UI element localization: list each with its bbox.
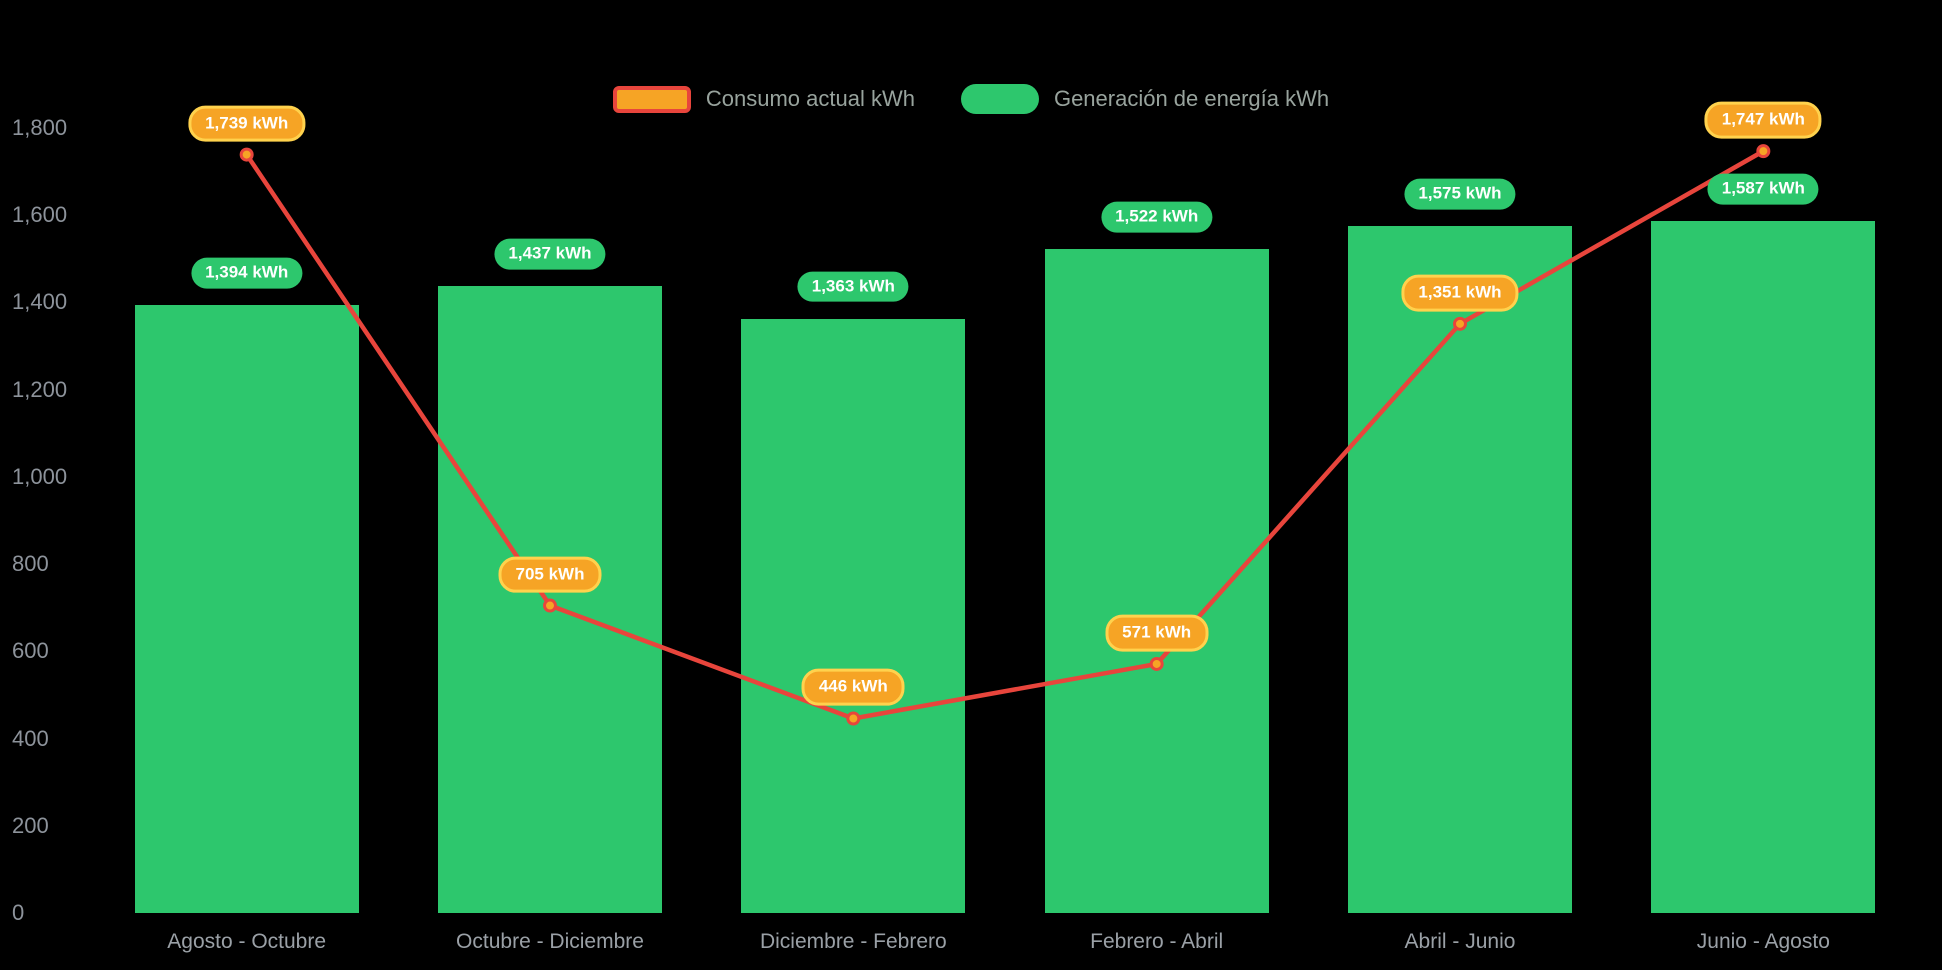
x-axis-category-label: Agosto - Octubre [167,930,327,953]
generation-value-label: 1,363 kWh [797,271,909,302]
consumption-line [244,148,1766,721]
y-axis-tick-label: 800 [12,551,49,577]
generation-value-label: 1,522 kWh [1101,201,1213,233]
y-axis-tick-label: 400 [12,725,49,751]
generation-legend-swatch-icon [960,84,1039,114]
legend-label: Generación de energía kWh [1053,86,1330,111]
y-axis-tick-label: 1,600 [12,202,68,228]
generation-bar [741,318,966,913]
legend-label: Consumo actual kWh [705,86,915,111]
consumption-point-marker [239,147,254,162]
consumption-value-label: 571 kWh [1105,614,1209,652]
consumption-value-label: 1,351 kWh [1401,274,1519,312]
generation-bar [1348,226,1572,913]
generation-bar [1651,220,1876,913]
consumption-point-marker [846,711,861,726]
x-axis-category-label: Febrero - Abril [1090,930,1224,953]
y-axis-tick-label: 600 [12,638,49,664]
consumption-point-marker [1453,316,1467,331]
y-axis-tick-label: 1,000 [12,463,68,489]
legend-item-generation[interactable]: Generación de energía kWh [960,84,1330,114]
consumption-value-label: 1,747 kWh [1704,101,1822,139]
y-axis-tick-label: 0 [12,900,25,925]
consumption-point-marker [1149,656,1164,671]
consumption-point-marker [543,598,557,613]
x-axis-category-label: Diciembre - Febrero [759,930,947,953]
x-axis-category-label: Octubre - Diciembre [456,930,644,953]
y-axis-tick-label: 1,200 [12,376,68,402]
y-axis-tick-label: 200 [12,812,49,838]
y-axis-tick-label: 1,800 [12,115,68,140]
x-axis-category-label: Abril - Junio [1404,930,1516,953]
generation-value-label: 1,575 kWh [1404,178,1516,210]
generation-value-label: 1,587 kWh [1707,173,1819,205]
x-axis-category-label: Junio - Agosto [1696,930,1830,953]
consumption-value-label: 705 kWh [498,556,602,593]
consumption-value-label: 1,739 kWh [188,105,306,142]
generation-value-label: 1,437 kWh [494,238,606,270]
consumption-legend-swatch-icon [612,85,691,113]
legend-item-consumption[interactable]: Consumo actual kWh [612,85,915,113]
consumption-value-label: 446 kWh [801,669,905,706]
generation-bar [134,305,359,913]
generation-value-label: 1,394 kWh [191,257,303,289]
y-axis-tick-label: 1,400 [12,289,68,315]
consumption-point-marker [1756,144,1771,159]
chart-legend: Consumo actual kWh Generación de energía … [0,84,1942,114]
